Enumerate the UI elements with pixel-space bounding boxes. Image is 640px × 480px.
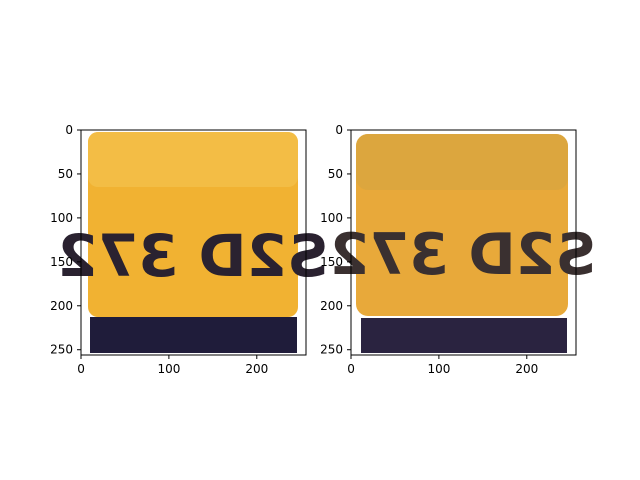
plate-image-left: S2D 372 (57, 130, 329, 355)
axes-frame-left (80, 129, 307, 356)
y-tick-label-left: 200 (50, 299, 73, 313)
y-tick-label-right: 100 (320, 211, 343, 225)
y-tick-label-right: 250 (320, 343, 343, 357)
x-axis-right: 0 100 200 (347, 355, 538, 376)
axes-frame-right (350, 129, 577, 356)
y-tick-label-left: 250 (50, 343, 73, 357)
x-tick-label-right: 200 (515, 362, 538, 376)
plate-characters-left: S2D 372 (57, 222, 329, 290)
x-tick-label-right: 100 (427, 362, 450, 376)
y-tick-label-left: 150 (50, 255, 73, 269)
x-axis-left: 0 100 200 (77, 355, 268, 376)
image-panel-left: S2D 372 0 100 200 0 50 100 150 200 250 (50, 123, 329, 376)
y-axis-right: 0 50 100 150 200 250 (320, 123, 351, 357)
image-panel-right: S2D 372 0 100 200 0 50 100 150 200 250 (320, 123, 596, 376)
y-tick-label-left: 100 (50, 211, 73, 225)
x-tick-label-left: 200 (245, 362, 268, 376)
x-tick-label-left: 100 (157, 362, 180, 376)
x-tick-label-left: 0 (77, 362, 85, 376)
y-tick-label-left: 0 (65, 123, 73, 137)
y-tick-label-right: 150 (320, 255, 343, 269)
y-tick-label-right: 200 (320, 299, 343, 313)
y-tick-label-left: 50 (58, 167, 73, 181)
y-tick-label-right: 50 (328, 167, 343, 181)
plate-characters-right: S2D 372 (330, 222, 597, 288)
y-axis-left: 0 50 100 150 200 250 (50, 123, 81, 357)
x-tick-label-right: 0 (347, 362, 355, 376)
plate-image-right: S2D 372 (330, 130, 597, 355)
y-tick-label-right: 0 (335, 123, 343, 137)
